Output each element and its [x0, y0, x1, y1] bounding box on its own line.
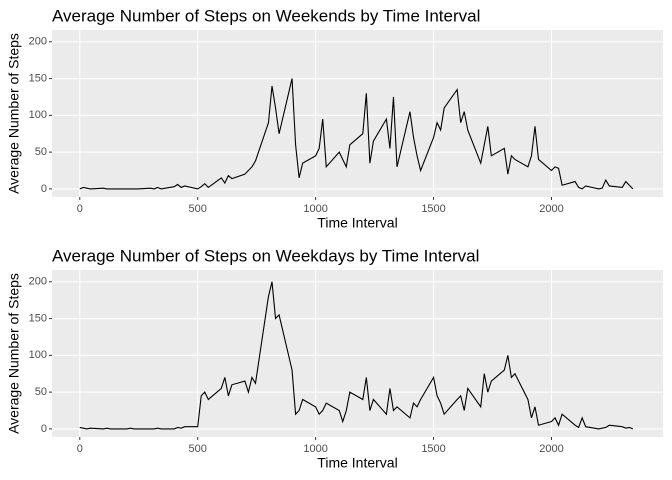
x-tick-label: 1500 [421, 203, 445, 215]
y-tick-label: 0 [41, 183, 47, 195]
x-tick-label: 2000 [539, 203, 563, 215]
chart-title: Average Number of Steps on Weekdays by T… [52, 246, 479, 265]
x-tick-label: 500 [189, 443, 207, 455]
plot-panel [52, 30, 663, 197]
y-tick-label: 200 [29, 276, 47, 288]
x-axis-title: Time Interval [317, 215, 397, 231]
x-tick-label: 0 [77, 203, 83, 215]
y-axis-title: Average Number of Steps [6, 33, 22, 194]
y-axis-title: Average Number of Steps [6, 273, 22, 434]
y-tick-label: 200 [29, 36, 47, 48]
y-tick-label: 50 [35, 386, 47, 398]
x-tick-label: 1000 [303, 443, 327, 455]
plot-panel [52, 270, 663, 437]
x-tick-label: 1000 [303, 203, 327, 215]
x-tick-label: 1500 [421, 443, 445, 455]
y-tick-label: 100 [29, 109, 47, 121]
data-line [79, 281, 634, 430]
data-line [79, 78, 634, 190]
x-tick-label: 0 [77, 443, 83, 455]
x-axis-title: Time Interval [317, 455, 397, 471]
y-tick-label: 100 [29, 349, 47, 361]
x-tick-label: 500 [189, 203, 207, 215]
x-tick-label: 2000 [539, 443, 563, 455]
chart-title: Average Number of Steps on Weekends by T… [52, 6, 480, 25]
y-tick-label: 50 [35, 146, 47, 158]
y-tick-label: 150 [29, 312, 47, 324]
y-tick-label: 0 [41, 423, 47, 435]
y-tick-label: 150 [29, 72, 47, 84]
